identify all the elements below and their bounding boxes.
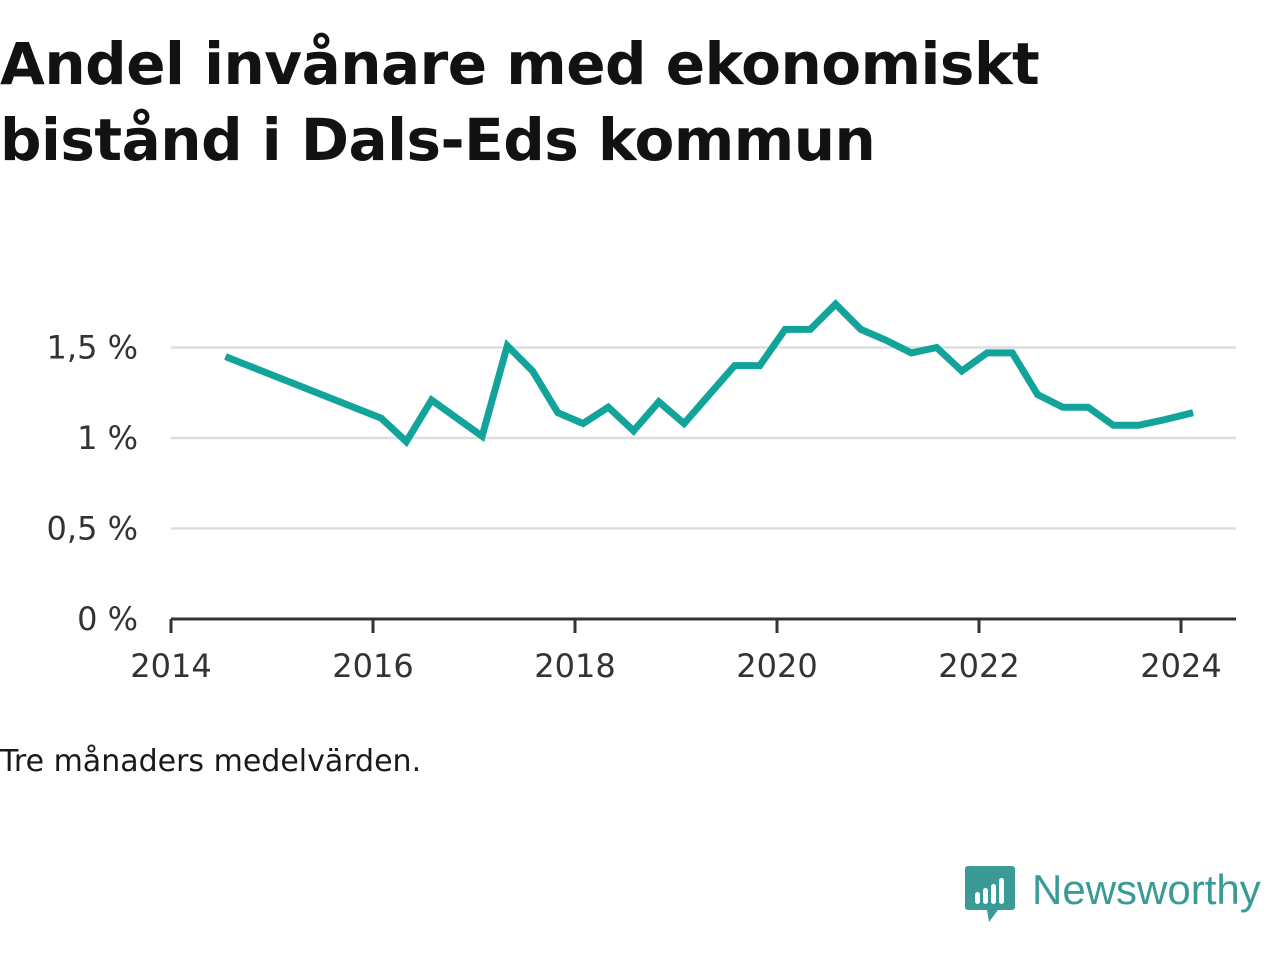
chart-note: Tre månaders medelvärden. [0,744,422,779]
y-tick-label: 1 % [77,419,138,457]
data-point [1011,352,1013,354]
data-point [759,365,761,367]
data-point [1062,406,1064,408]
data-point [1087,406,1089,408]
x-tick-label: 2020 [736,647,817,685]
data-point [986,352,988,354]
x-tick-label: 2018 [534,647,615,685]
series-layer [224,299,1194,448]
x-tick-label: 2016 [332,647,413,685]
data-point [885,339,887,341]
data-point [1138,424,1140,426]
data-point [405,441,407,443]
y-tick-label: 0,5 % [47,510,138,548]
data-point [734,365,736,367]
data-point [532,370,534,372]
gridlines [171,346,1236,530]
data-point [708,394,710,396]
data-point [683,423,685,424]
data-point [936,347,938,348]
y-tick-label: 1,5 % [47,329,138,367]
x-tick-label: 2022 [938,647,1019,685]
data-point [557,412,559,414]
data-point [835,303,837,305]
data-point [225,356,226,358]
data-point [431,399,433,401]
newsworthy-logo-icon [965,866,1015,922]
data-point [506,345,508,347]
data-point [784,328,786,330]
x-axis [169,617,1236,633]
y-tick-label: 0 % [77,600,138,638]
brand-name: Newsworthy [1032,866,1261,913]
y-axis-labels: 0 % 0,5 % 1 % 1,5 % [47,329,138,639]
data-point [481,435,483,437]
x-tick-label: 2024 [1140,647,1221,685]
x-tick-label: 2014 [130,647,211,685]
data-point [380,417,382,419]
data-point [1112,424,1114,426]
data-point [1163,419,1165,421]
brand-logo: Newsworthy [964,864,1261,926]
data-point [860,328,862,330]
line-chart: 0 % 0,5 % 1 % 1,5 % 2014 2016 2018 2020 2022 202… [47,299,1236,685]
x-axis-labels: 2014 2016 2018 2020 2022 2024 [130,647,1221,685]
data-point [809,328,811,330]
chart-title: Andel invånare med ekonomiskt bistånd i … [0,30,1040,174]
data-point [582,423,584,424]
data-point [633,430,635,432]
data-point [1037,394,1039,396]
data-point [658,401,660,403]
data-point [910,352,912,354]
data-point [961,370,963,372]
series-line [224,299,1194,448]
data-point [607,406,609,408]
data-point [1192,412,1194,414]
